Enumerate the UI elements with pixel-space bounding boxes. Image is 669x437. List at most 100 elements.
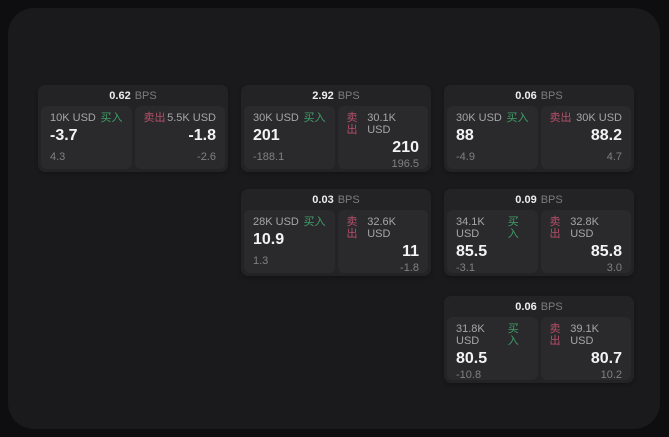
sell-notional: 5.5K USD [167,112,216,124]
sell-panel[interactable]: 卖出 30.1K USD 210 196.5 [337,106,428,170]
buy-delta: -3.1 [456,262,475,274]
sell-delta: 3.0 [606,262,622,274]
buy-price: 88 [456,127,474,144]
sell-panel-top-row: 卖出 30K USD [550,112,623,124]
buy-tag: 买入 [507,323,519,347]
buy-tag: 买入 [303,216,326,228]
buy-panel-top-row: 28K USD 买入 [253,216,326,228]
card-header: 0.09 BPS [447,189,631,210]
sell-panel-top-row: 卖出 39.1K USD [550,323,623,347]
buy-panel-top-row: 30K USD 买入 [253,112,326,124]
quote-card: 0.06 BPS 30K USD 买入 88 -4.9 卖出 30K USD 8… [444,85,634,172]
buy-tag: 买入 [100,112,123,124]
buy-sell-panels: 30K USD 买入 88 -4.9 卖出 30K USD 88.2 4.7 [447,106,631,169]
card-header: 0.06 BPS [447,296,631,317]
sell-price: 88.2 [590,127,622,144]
buy-sell-panels: 10K USD 买入 -3.7 4.3 卖出 5.5K USD -1.8 -2.… [41,106,225,169]
quote-card: 0.09 BPS 34.1K USD 买入 85.5 -3.1 卖出 32.8K… [444,189,634,276]
bps-value: 0.06 [515,89,537,102]
sell-price: 85.8 [590,243,622,260]
sell-notional: 30.1K USD [367,112,396,136]
sell-notional: 30K USD [576,112,622,124]
buy-panel[interactable]: 28K USD 买入 10.9 1.3 [244,210,335,273]
sell-price: -1.8 [188,127,216,144]
sell-delta: -2.6 [197,151,216,163]
sell-panel-top-row: 卖出 32.6K USD [347,216,420,240]
buy-tag: 买入 [303,112,326,124]
sell-panel-top-row: 卖出 30.1K USD [347,112,420,136]
card-header: 0.03 BPS [244,189,428,210]
buy-panel-top-row: 34.1K USD 买入 [456,216,529,240]
buy-panel[interactable]: 30K USD 买入 88 -4.9 [447,106,538,169]
bps-unit-label: BPS [134,89,157,102]
sell-panel[interactable]: 卖出 30K USD 88.2 4.7 [540,106,631,169]
buy-delta: 4.3 [50,151,66,163]
sell-notional: 32.8K USD [570,216,599,240]
bps-value: 0.06 [515,300,537,313]
buy-delta: 1.3 [253,255,269,267]
buy-delta: -188.1 [253,151,285,163]
buy-panel-top-row: 10K USD 买入 [50,112,123,124]
buy-price: -3.7 [50,127,78,144]
bps-value: 0.09 [515,193,537,206]
bps-unit-label: BPS [540,89,563,102]
buy-panel[interactable]: 30K USD 买入 201 -188.1 [244,106,335,169]
quote-card: 0.03 BPS 28K USD 买入 10.9 1.3 卖出 32.6K US… [241,189,431,276]
sell-panel[interactable]: 卖出 32.6K USD 11 -1.8 [337,210,428,274]
sell-tag: 卖出 [549,112,572,124]
quote-card: 0.62 BPS 10K USD 买入 -3.7 4.3 卖出 5.5K USD… [38,85,228,172]
buy-notional: 34.1K USD [456,216,485,240]
card-header: 0.06 BPS [447,85,631,106]
buy-delta: -4.9 [456,151,475,163]
bps-value: 0.03 [312,193,334,206]
sell-panel[interactable]: 卖出 39.1K USD 80.7 10.2 [540,317,631,381]
sell-price: 11 [402,243,419,260]
sell-delta: 4.7 [606,151,622,163]
sell-panel-top-row: 卖出 32.8K USD [550,216,623,240]
card-header: 0.62 BPS [41,85,225,106]
sell-delta: 196.5 [391,158,419,170]
buy-notional: 30K USD [456,112,502,124]
sell-notional: 39.1K USD [570,323,599,347]
bps-value: 2.92 [312,89,334,102]
buy-panel-top-row: 31.8K USD 买入 [456,323,529,347]
buy-price: 10.9 [253,231,285,248]
buy-tag: 买入 [507,216,519,240]
sell-tag: 卖出 [549,323,561,347]
quote-card: 0.06 BPS 31.8K USD 买入 80.5 -10.8 卖出 39.1… [444,296,634,383]
sell-panel[interactable]: 卖出 5.5K USD -1.8 -2.6 [134,106,225,169]
bps-value: 0.62 [109,89,131,102]
sell-price: 210 [392,139,419,156]
sell-delta: -1.8 [400,262,419,274]
buy-price: 85.5 [456,243,488,260]
buy-tag: 买入 [506,112,529,124]
sell-tag: 卖出 [346,112,358,136]
sell-price: 80.7 [590,350,622,367]
sell-panel-top-row: 卖出 5.5K USD [144,112,217,124]
sell-notional: 32.6K USD [367,216,396,240]
bps-unit-label: BPS [337,193,360,206]
buy-price: 80.5 [456,350,488,367]
buy-notional: 30K USD [253,112,299,124]
quote-card: 2.92 BPS 30K USD 买入 201 -188.1 卖出 30.1K … [241,85,431,172]
buy-panel[interactable]: 31.8K USD 买入 80.5 -10.8 [447,317,538,381]
sell-tag: 卖出 [143,112,166,124]
sell-panel[interactable]: 卖出 32.8K USD 85.8 3.0 [540,210,631,274]
sell-delta: 10.2 [600,369,622,381]
bps-unit-label: BPS [337,89,360,102]
buy-sell-panels: 34.1K USD 买入 85.5 -3.1 卖出 32.8K USD 85.8… [447,210,631,274]
bps-unit-label: BPS [540,193,563,206]
buy-price: 201 [253,127,280,144]
buy-sell-panels: 28K USD 买入 10.9 1.3 卖出 32.6K USD 11 -1.8 [244,210,428,274]
sell-tag: 卖出 [549,216,561,240]
buy-panel[interactable]: 10K USD 买入 -3.7 4.3 [41,106,132,169]
buy-panel-top-row: 30K USD 买入 [456,112,529,124]
buy-sell-panels: 31.8K USD 买入 80.5 -10.8 卖出 39.1K USD 80.… [447,317,631,381]
buy-panel[interactable]: 34.1K USD 买入 85.5 -3.1 [447,210,538,274]
buy-notional: 28K USD [253,216,299,228]
buy-delta: -10.8 [456,369,482,381]
buy-sell-panels: 30K USD 买入 201 -188.1 卖出 30.1K USD 210 1… [244,106,428,170]
buy-notional: 31.8K USD [456,323,485,347]
buy-notional: 10K USD [50,112,96,124]
